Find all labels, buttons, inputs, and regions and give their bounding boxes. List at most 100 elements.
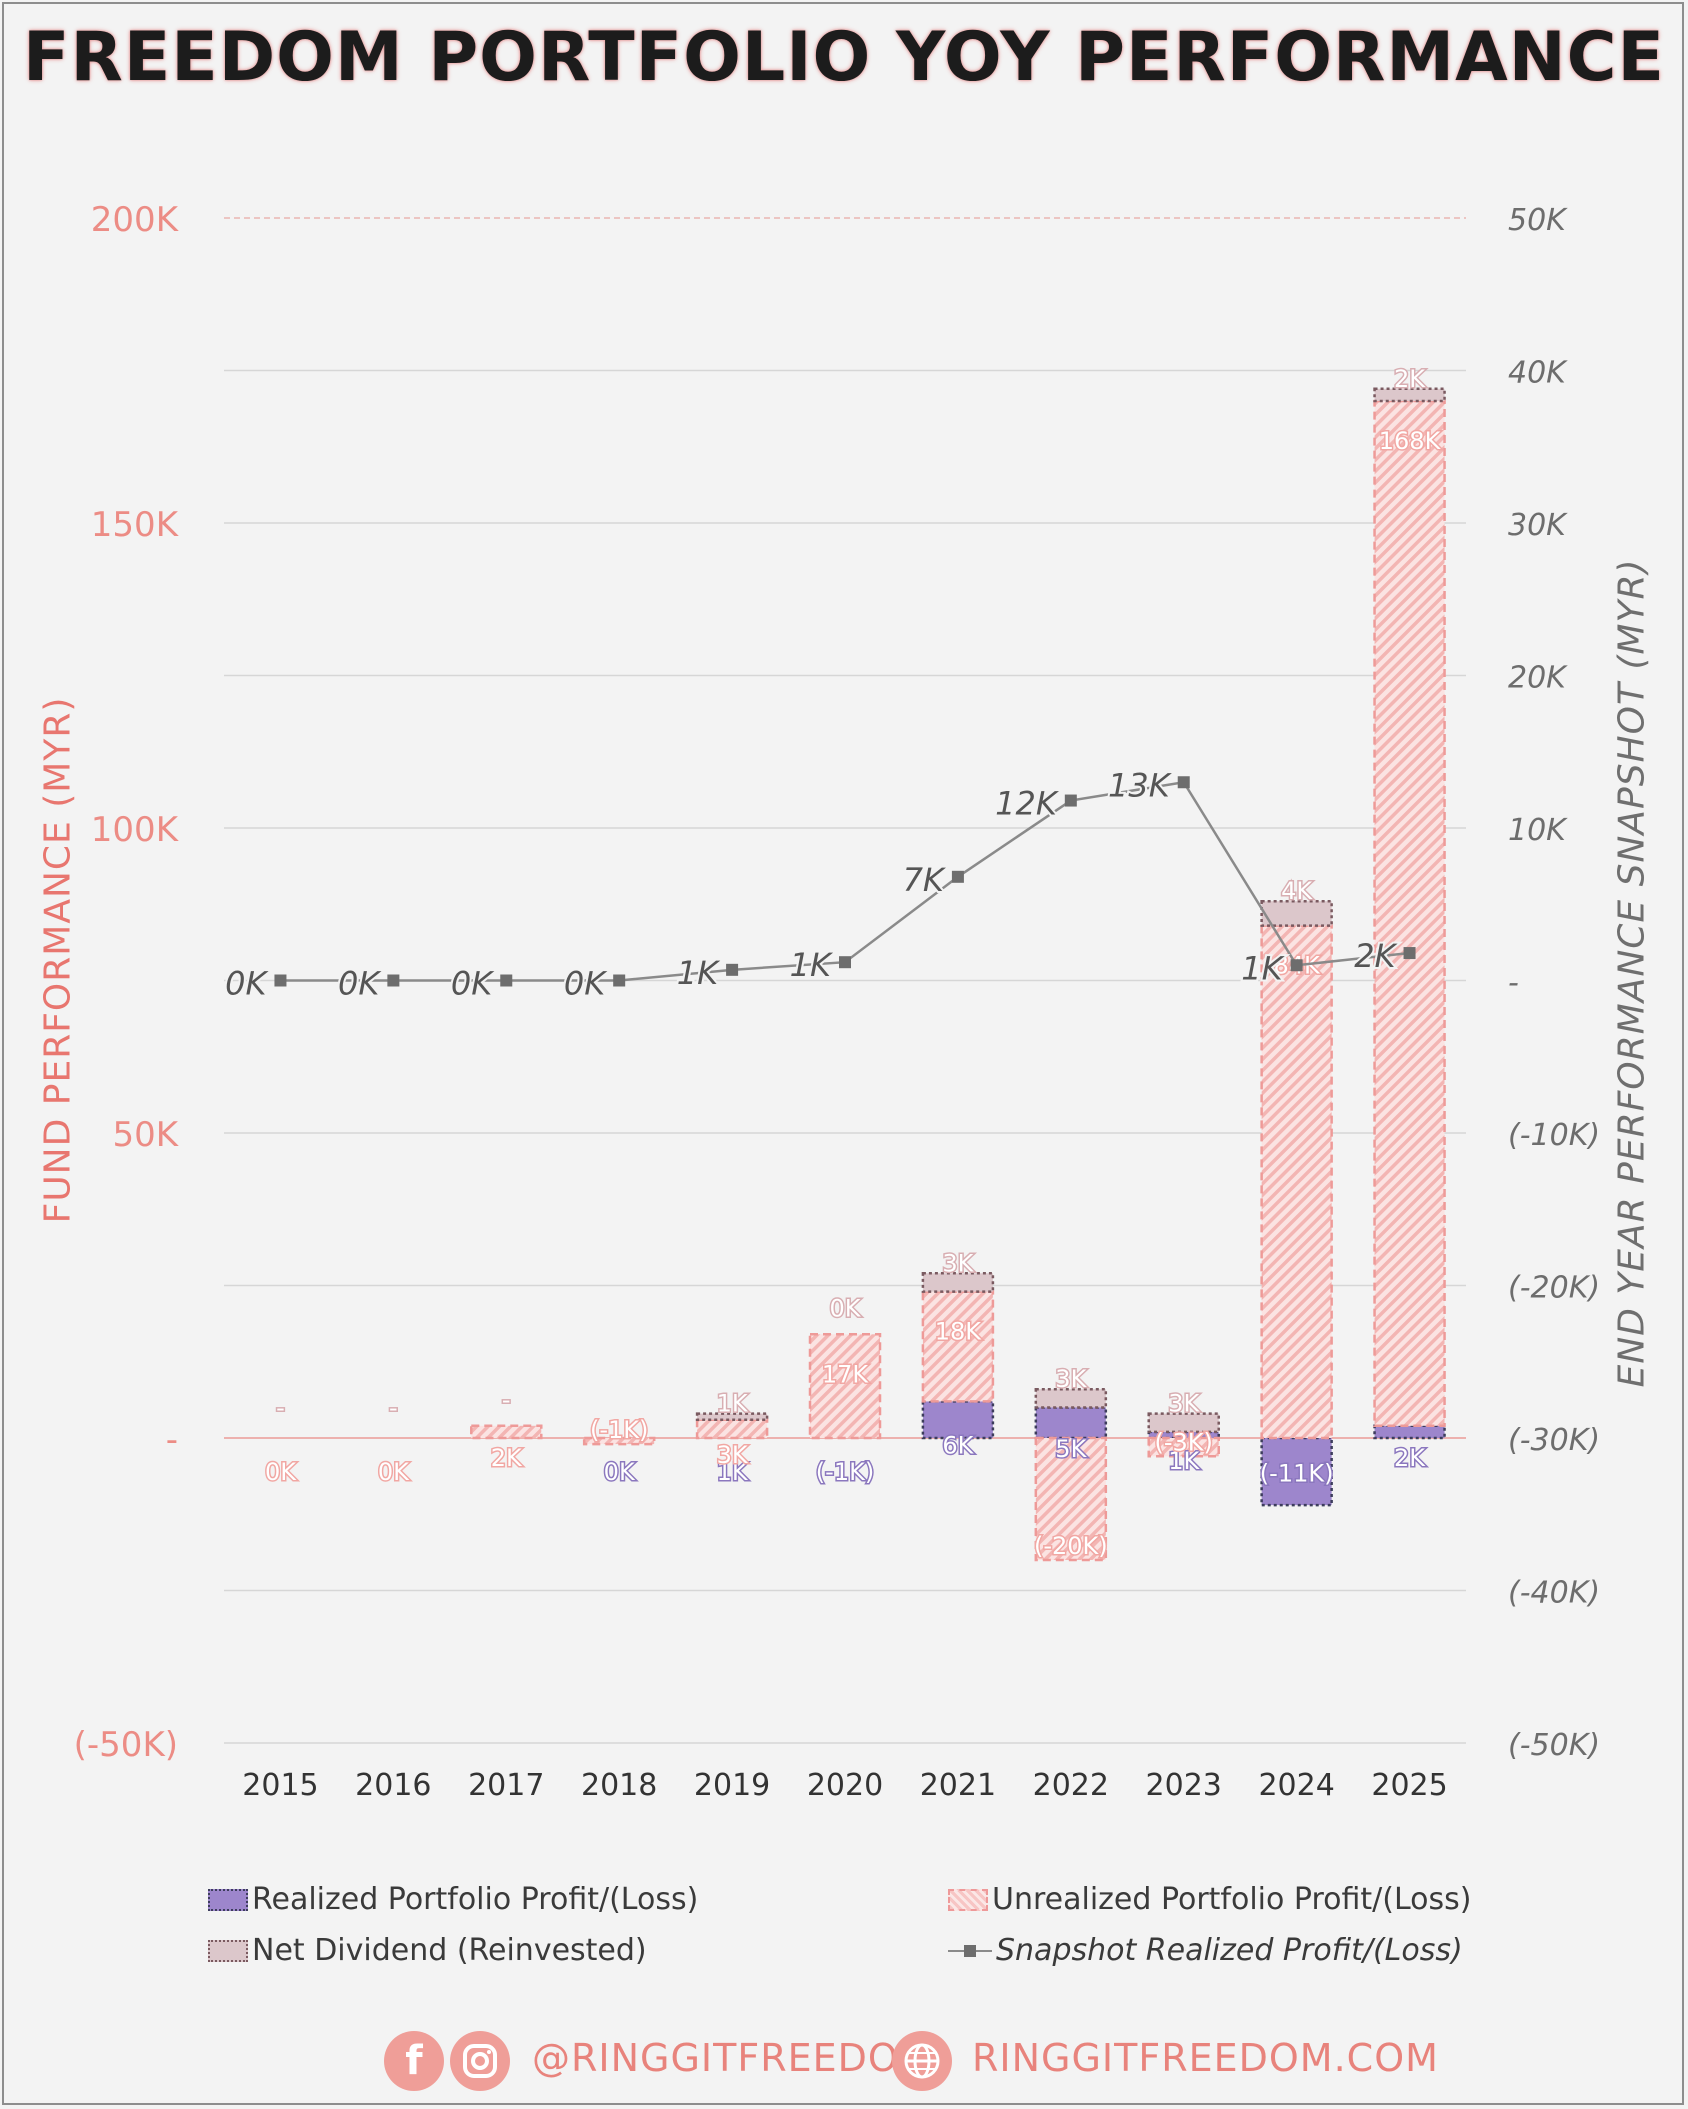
left-tick-label: 50K (112, 1115, 179, 1155)
left-tick-label: 200K (91, 200, 180, 240)
data-label: 1K (1168, 1447, 1200, 1475)
bar-realized (1260, 1436, 1333, 1507)
facebook-icon[interactable]: f (384, 2031, 444, 2091)
bar-realized (1034, 1406, 1108, 1440)
left-tick-label: (-50K) (74, 1725, 178, 1765)
data-label: (-20K) (1034, 1532, 1108, 1560)
x-tick-label: 2019 (694, 1768, 770, 1800)
legend-unrealized-swatch (948, 1888, 988, 1911)
snapshot-point (613, 974, 626, 987)
legend-unrealized: Unrealized Portfolio Profit/(Loss) (948, 1882, 1471, 1917)
legend-realized-swatch (208, 1888, 248, 1911)
bar-unrealized (582, 1436, 656, 1446)
bar-dividend (1147, 1412, 1220, 1434)
right-tick-label: 10K (1508, 813, 1568, 848)
instagram-icon[interactable] (450, 2031, 510, 2091)
right-tick-label: - (1508, 966, 1519, 1001)
data-label: 84K (1273, 952, 1321, 980)
data-label: (-1K) (590, 1416, 648, 1444)
legend-snapshot: Snapshot Realized Profit/(Loss) (948, 1933, 1463, 1968)
right-axis-title: END YEAR PERFORMANCE SNAPSHOT (MYR) (1611, 558, 1653, 1388)
snapshot-label: 0K (451, 965, 495, 1003)
x-tick-label: 2018 (581, 1768, 657, 1800)
data-label: 2K (491, 1444, 523, 1472)
left-axis-title: FUND PERFORMANCE (MYR) (37, 696, 79, 1224)
bar-dividend (1373, 387, 1446, 403)
data-label: 0K (265, 1458, 297, 1486)
legend-snapshot-label: Snapshot Realized Profit/(Loss) (996, 1933, 1463, 1968)
data-label: 1K (717, 1390, 749, 1418)
data-label: 17K (822, 1360, 870, 1388)
footer: f @RINGGITFREEDOM RINGGITFREEDOM.COM (0, 2028, 1688, 2094)
snapshot-point (1290, 959, 1303, 972)
snapshot-point (1177, 776, 1190, 789)
data-label: 2K (1394, 365, 1426, 393)
right-tick-label: (-50K) (1508, 1728, 1600, 1763)
data-label: 18K (935, 1318, 983, 1346)
data-label: 6K (942, 1432, 974, 1460)
x-tick-label: 2016 (355, 1768, 431, 1800)
snapshot-label: 12K (995, 785, 1060, 823)
bar-unrealized (1147, 1436, 1220, 1458)
right-tick-label: (-40K) (1508, 1576, 1600, 1611)
data-label: 3K (942, 1249, 974, 1277)
right-tick-label: (-20K) (1508, 1271, 1600, 1306)
snapshot-line (280, 780, 1410, 982)
snapshot-point (274, 974, 287, 987)
data-label: 3K (717, 1441, 749, 1469)
left-tick-label: - (166, 1420, 178, 1460)
data-label: - (276, 1394, 285, 1422)
snapshot-label: 0K (564, 965, 608, 1003)
bar-unrealized (1034, 1436, 1108, 1562)
snapshot-label: 13K (1108, 766, 1173, 804)
data-label: 168K (1379, 427, 1442, 455)
x-tick-label: 2025 (1371, 1768, 1447, 1800)
legend-dividend: Net Dividend (Reinvested) (208, 1933, 647, 1968)
bar-unrealized (921, 1290, 995, 1403)
social-handle[interactable]: @RINGGITFREEDOM (532, 2036, 933, 2080)
legend-dividend-label: Net Dividend (Reinvested) (252, 1933, 647, 1968)
data-label: 3K (1055, 1365, 1087, 1393)
data-label: (-1K) (816, 1458, 874, 1486)
right-tick-label: 30K (1508, 508, 1568, 543)
bar-realized (921, 1400, 995, 1440)
data-label: (-3K) (1155, 1428, 1213, 1456)
right-tick-label: (-30K) (1508, 1423, 1600, 1458)
bar-unrealized (695, 1418, 769, 1440)
website-link[interactable]: RINGGITFREEDOM.COM (972, 2036, 1439, 2080)
data-label: 5K (1055, 1435, 1087, 1463)
chart-title: FREEDOM PORTFOLIO YOY PERFORMANCE (23, 18, 1665, 97)
right-tick-label: 20K (1508, 661, 1568, 696)
data-label: 0K (829, 1294, 861, 1322)
chart-svg: 200K 150K 100K 50K - (-50K) 50K 40K 30K 20K 10K - (-… (74, 200, 1600, 1800)
data-label: 3K (1168, 1390, 1200, 1418)
data-label: 4K (1281, 877, 1313, 905)
bar-unrealized (470, 1424, 543, 1440)
x-tick-label: 2015 (242, 1768, 318, 1800)
snapshot-label: 7K (903, 861, 947, 899)
snapshot-point (839, 956, 851, 969)
data-label: 0K (378, 1458, 410, 1486)
snapshot-point (1064, 794, 1077, 807)
data-label: 0K (604, 1458, 636, 1486)
data-label: - (389, 1394, 398, 1422)
x-tick-label: 2024 (1258, 1768, 1334, 1800)
snapshot-point (387, 974, 400, 987)
data-label: - (502, 1386, 511, 1414)
bar-unrealized (1260, 924, 1333, 1440)
data-label: 1K (717, 1458, 749, 1486)
snapshot-label: 1K (790, 946, 834, 984)
bar-unrealized (808, 1333, 882, 1440)
x-tick-label: 2017 (468, 1768, 544, 1800)
bar-realized (1147, 1430, 1220, 1440)
snapshot-point (726, 963, 739, 976)
snapshot-label: 0K (225, 965, 269, 1003)
bar-dividend (1260, 899, 1333, 927)
bar-realized (1373, 1424, 1446, 1440)
x-tick-label: 2023 (1146, 1768, 1222, 1800)
legend-unrealized-label: Unrealized Portfolio Profit/(Loss) (992, 1882, 1472, 1917)
globe-icon[interactable] (892, 2031, 952, 2091)
data-label: 2K (1394, 1444, 1426, 1472)
snapshot-point (1403, 947, 1416, 960)
